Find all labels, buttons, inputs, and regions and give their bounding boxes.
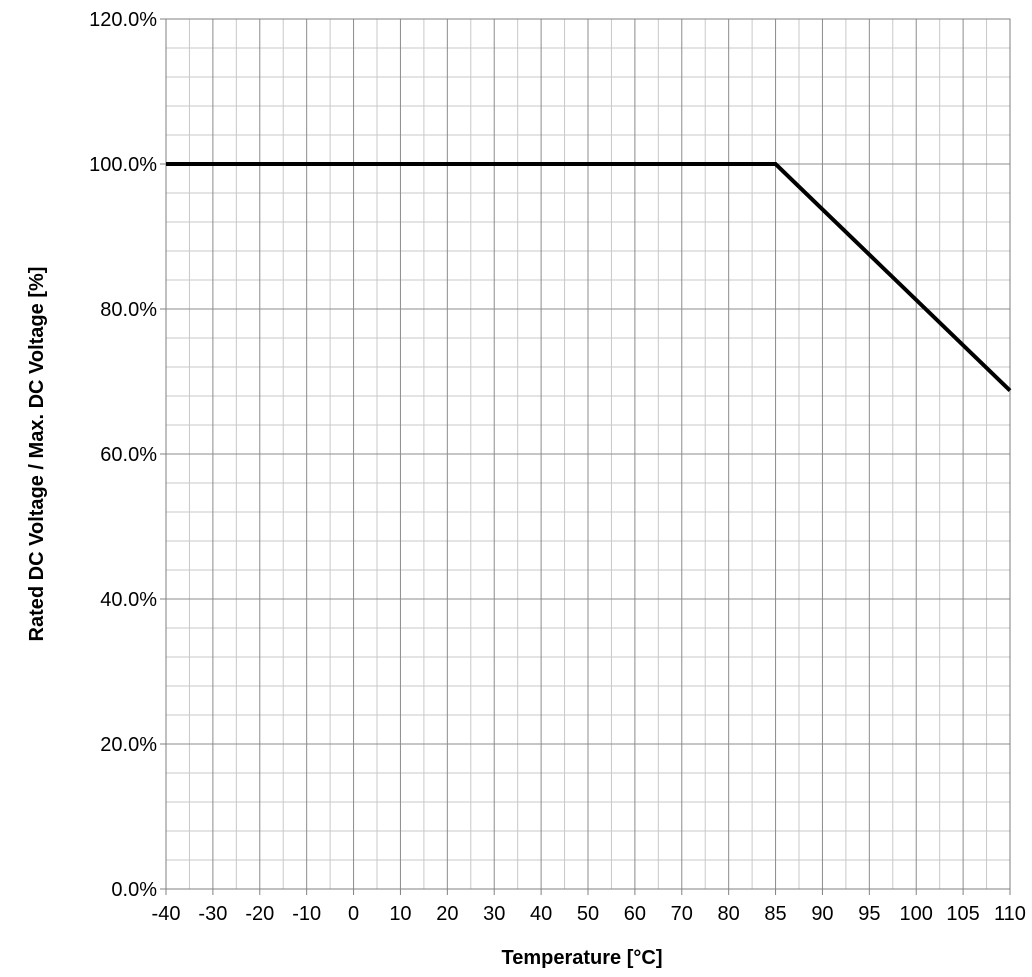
series-layer bbox=[166, 162, 1012, 393]
x-tick-label: 95 bbox=[858, 903, 880, 925]
y-tick-label: 80.0% bbox=[100, 299, 157, 321]
x-tick-label: 105 bbox=[946, 903, 979, 925]
x-tick-label: 20 bbox=[436, 903, 458, 925]
x-tick-label: 0 bbox=[348, 903, 359, 925]
x-tick-label: -10 bbox=[292, 903, 321, 925]
y-tick-label: 0.0% bbox=[111, 879, 157, 901]
x-tick-label: 30 bbox=[483, 903, 505, 925]
x-tick-label: -40 bbox=[152, 903, 181, 925]
y-axis-ticks: 0.0% 20.0% 40.0% 60.0% 80.0% 100.0% 120.0% bbox=[89, 9, 166, 901]
x-tick-label: 60 bbox=[624, 903, 646, 925]
x-tick-label: -30 bbox=[198, 903, 227, 925]
y-axis-title: Rated DC Voltage / Max. DC Voltage [%] bbox=[26, 267, 48, 642]
major-gridlines bbox=[166, 19, 1010, 889]
x-tick-label: 80 bbox=[718, 903, 740, 925]
x-tick-label: 90 bbox=[811, 903, 833, 925]
x-tick-label: 50 bbox=[577, 903, 599, 925]
x-tick-label: 110 bbox=[994, 903, 1026, 925]
x-tick-label: 10 bbox=[389, 903, 411, 925]
x-tick-label: 40 bbox=[530, 903, 552, 925]
x-axis-ticks: -40 -30 -20 -10 0 10 20 30 40 50 60 70 80 85 90 95 100 10… bbox=[152, 889, 1026, 925]
x-tick-label: -20 bbox=[245, 903, 274, 925]
y-tick-label: 120.0% bbox=[89, 9, 157, 31]
y-tick-label: 40.0% bbox=[100, 589, 157, 611]
y-tick-label: 60.0% bbox=[100, 444, 157, 466]
x-tick-label: 70 bbox=[671, 903, 693, 925]
y-tick-label: 20.0% bbox=[100, 734, 157, 756]
x-tick-label: 85 bbox=[764, 903, 786, 925]
series-line bbox=[166, 162, 1012, 393]
y-tick-label: 100.0% bbox=[89, 154, 157, 176]
x-tick-label: 100 bbox=[900, 903, 933, 925]
x-axis-title: Temperature [°C] bbox=[502, 947, 663, 969]
